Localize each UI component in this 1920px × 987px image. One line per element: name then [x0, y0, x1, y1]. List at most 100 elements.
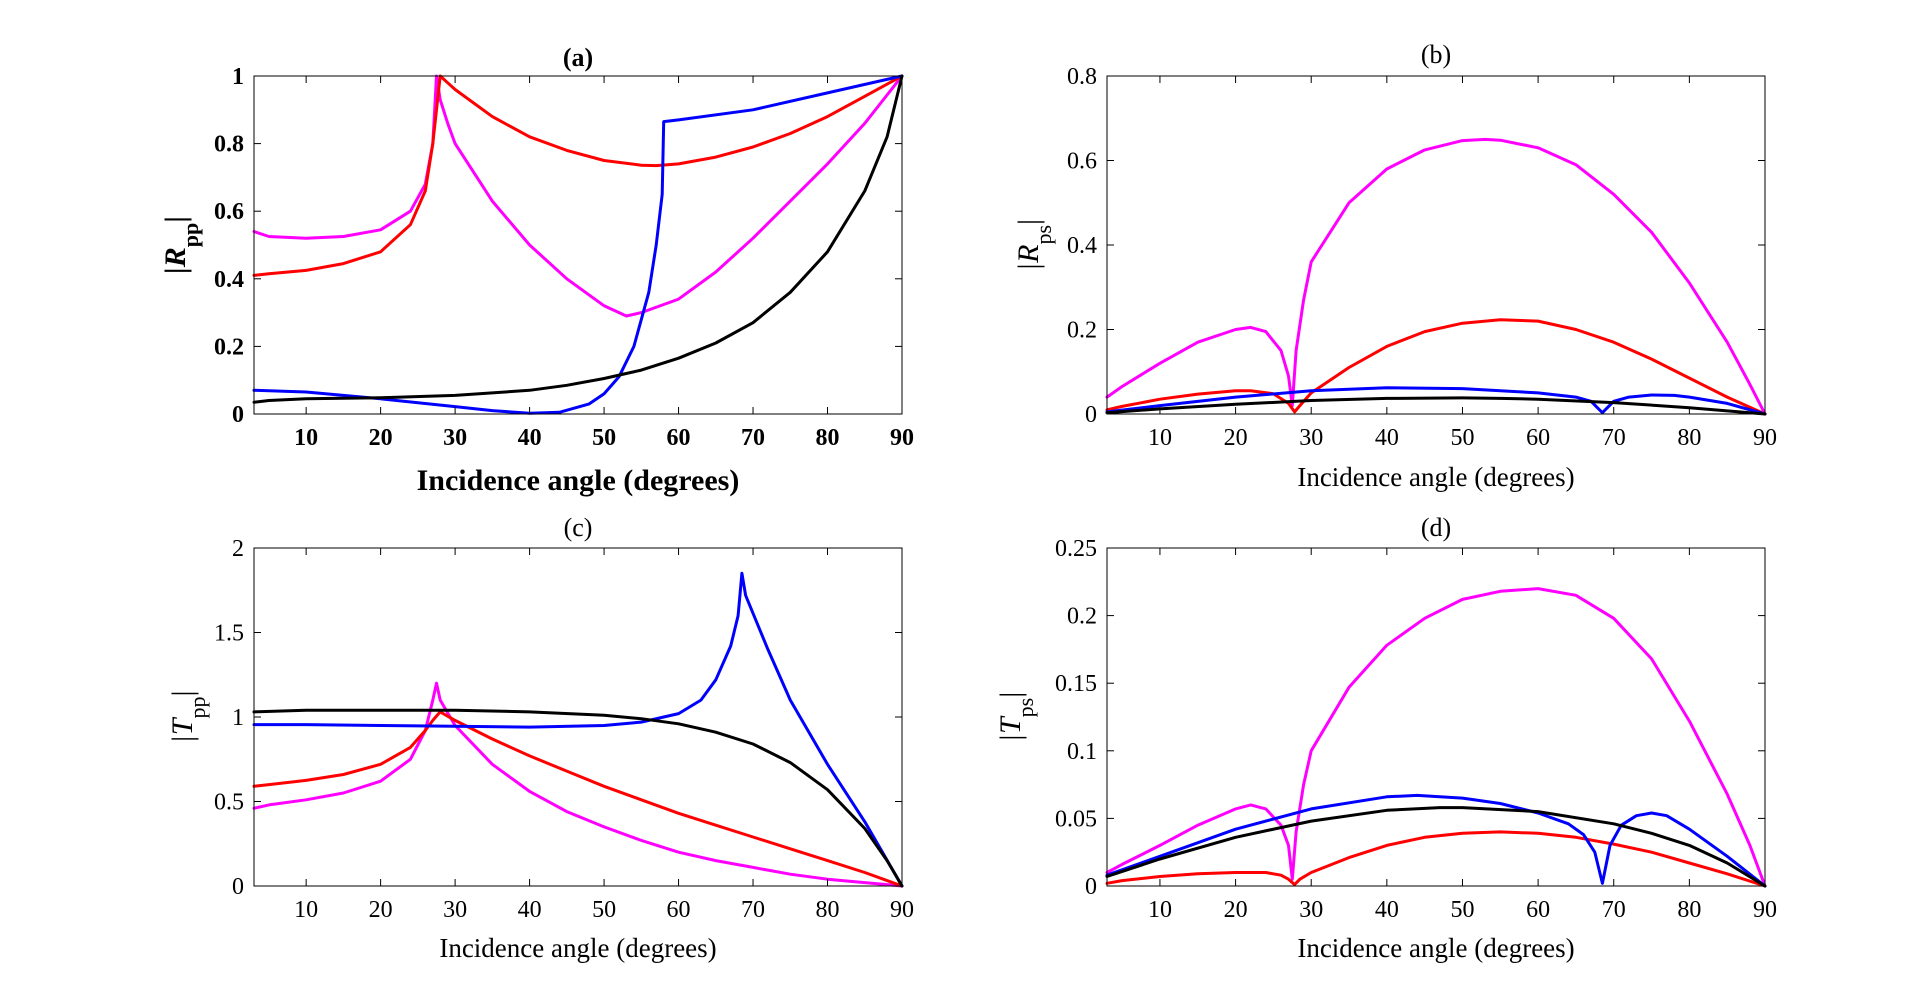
series-line-red: [252, 710, 904, 888]
y-axis-label-main: |T: [166, 716, 199, 743]
y-axis-label-main: |T: [994, 715, 1027, 742]
panel-title: (d): [1421, 513, 1451, 542]
x-tick-label: 80: [816, 897, 840, 923]
series-line-magenta: [252, 74, 904, 318]
x-tick-label: 90: [1753, 425, 1777, 451]
y-tick-label: 0.4: [214, 267, 244, 293]
series-line-blue: [252, 74, 904, 415]
y-axis-label-subscript: pp: [185, 697, 210, 719]
y-axis-label: |Rps|: [1012, 219, 1056, 271]
y-tick-label: 1: [232, 705, 244, 731]
x-tick-label: 90: [1753, 897, 1777, 923]
axes-frame: [253, 75, 903, 415]
panel-a-series: [252, 74, 904, 415]
x-tick-label: 40: [1375, 425, 1399, 451]
y-axis-label-tail: |: [159, 216, 192, 223]
y-axis-label-subscript: ps: [1031, 225, 1056, 245]
x-tick-label: 70: [1602, 425, 1626, 451]
axes-frame: [253, 547, 903, 887]
y-axis-label-tail: |: [1012, 219, 1045, 225]
x-tick-label: 10: [1148, 897, 1172, 923]
x-tick-label: 40: [518, 425, 542, 451]
x-tick-label: 60: [1526, 897, 1550, 923]
y-axis-label-main: |R: [159, 247, 192, 274]
series-line-magenta: [1105, 587, 1767, 888]
x-tick-label: 60: [1526, 425, 1550, 451]
y-tick-label: 0.05: [1055, 806, 1097, 832]
y-tick-label: 1: [232, 64, 244, 90]
y-tick-label: 0: [232, 402, 244, 428]
x-tick-label: 90: [890, 425, 914, 451]
x-tick-label: 30: [443, 425, 467, 451]
series-line-black: [252, 74, 904, 404]
x-tick-label: 20: [369, 425, 393, 451]
panel-title: (b): [1421, 40, 1451, 69]
y-axis-label-tail: |: [994, 692, 1027, 698]
x-tick-label: 80: [816, 425, 840, 451]
y-tick-label: 0.4: [1067, 233, 1097, 259]
y-axis-label-subscript: ps: [1013, 698, 1038, 718]
x-tick-label: 70: [1602, 897, 1626, 923]
x-tick-label: 20: [1224, 897, 1248, 923]
y-axis-label: |Tps|: [994, 692, 1038, 743]
panel-a: 10 20 30 40 50 60 70 80 90 0 0.2 0.4 0.6 0.8 1 (a) Incid…: [159, 43, 914, 497]
panel-b: 10 20 30 40 50 60 70 80 90 0 0.2 0.4 0.6 0.8 (b) Incide…: [1012, 40, 1777, 492]
x-tick-label: 30: [1299, 897, 1323, 923]
y-axis-label-main: |R: [1012, 245, 1045, 272]
y-tick-label: 0.2: [1067, 604, 1097, 630]
y-tick-label: 1.5: [214, 621, 244, 647]
axes-frame: [1106, 547, 1766, 887]
series-line-magenta: [1105, 137, 1767, 416]
y-axis-label-subscript: pp: [178, 223, 203, 247]
series-line-magenta: [252, 681, 904, 888]
x-tick-label: 50: [1450, 425, 1474, 451]
panel-title: (c): [564, 513, 593, 542]
x-tick-label: 30: [443, 897, 467, 923]
y-tick-label: 0: [1085, 402, 1097, 428]
y-tick-label: 0.2: [214, 334, 244, 360]
y-tick-label: 0.25: [1055, 536, 1097, 562]
x-tick-label: 70: [741, 897, 765, 923]
x-tick-label: 70: [741, 425, 765, 451]
x-tick-label: 10: [294, 897, 318, 923]
axes-frame: [1106, 75, 1766, 415]
panel-title: (a): [563, 43, 593, 72]
x-tick-label: 20: [369, 897, 393, 923]
y-tick-label: 0: [232, 874, 244, 900]
y-tick-label: 0: [1085, 874, 1097, 900]
x-tick-label: 30: [1299, 425, 1323, 451]
y-tick-label: 0.15: [1055, 671, 1097, 697]
panel-d: 10 20 30 40 50 60 70 80 90 0 0.05 0.1 0.15 0.2 0.25 (d)…: [994, 513, 1777, 963]
x-tick-label: 50: [592, 425, 616, 451]
y-axis-label: |Rpp|: [159, 216, 203, 274]
y-tick-label: 0.8: [214, 132, 244, 158]
y-tick-label: 0.6: [214, 199, 244, 225]
series-line-red: [252, 74, 904, 277]
series-line-blue: [1105, 386, 1767, 416]
series-line-blue: [1105, 793, 1767, 888]
series-line-black: [1105, 806, 1767, 888]
x-tick-label: 80: [1677, 897, 1701, 923]
panel-b-series: [1105, 137, 1767, 416]
y-tick-label: 0.5: [214, 790, 244, 816]
series-line-black: [1105, 396, 1767, 416]
x-tick-label: 50: [592, 897, 616, 923]
y-tick-label: 0.6: [1067, 149, 1097, 175]
series-line-black: [252, 708, 904, 888]
x-tick-label: 40: [1375, 897, 1399, 923]
series-line-red: [1105, 318, 1767, 416]
x-axis-label: Incidence angle (degrees): [439, 933, 716, 963]
x-tick-label: 10: [294, 425, 318, 451]
panel-c: 10 20 30 40 50 60 70 80 90 0 0.5 1 1.5 2 (c) Incidence …: [166, 513, 914, 963]
x-tick-label: 80: [1677, 425, 1701, 451]
x-tick-label: 60: [667, 425, 691, 451]
y-tick-label: 0.1: [1067, 739, 1097, 765]
x-tick-label: 40: [518, 897, 542, 923]
y-tick-label: 0.2: [1067, 318, 1097, 344]
x-tick-label: 20: [1224, 425, 1248, 451]
y-tick-label: 2: [232, 536, 244, 562]
y-axis-label-tail: |: [166, 691, 199, 697]
series-line-red: [1105, 830, 1767, 888]
x-tick-label: 50: [1450, 897, 1474, 923]
